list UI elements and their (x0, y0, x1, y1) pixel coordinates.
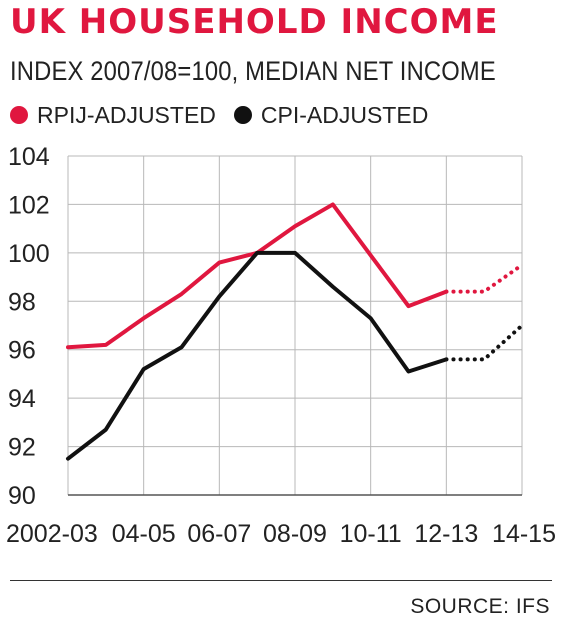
y-tick-label-98: 98 (8, 288, 36, 316)
y-tick-label-104: 104 (8, 143, 50, 171)
x-axis-labels: 2002-03 04-05 06-07 08-09 10-11 12-13 14-15 (6, 520, 556, 548)
line-chart: 90 92 94 96 98 100 102 104 2002-03 04-05 06-07 08-… (6, 143, 556, 548)
legend-label-cpi: CPI-ADJUSTED (260, 101, 429, 128)
series-projection-cpi (444, 323, 524, 362)
y-tick-label-92: 92 (8, 434, 36, 462)
x-tick-label-08-09: 08-09 (263, 520, 327, 548)
legend-item-rpij: RPIJ-ADJUSTED (10, 102, 216, 129)
y-tick-label-96: 96 (8, 337, 36, 365)
x-tick-label-12-13: 12-13 (414, 520, 478, 548)
footer-divider (10, 580, 552, 581)
x-tick-label-10-11: 10-11 (340, 520, 402, 548)
chart-subtitle: INDEX 2007/08=100, MEDIAN NET INCOME (10, 56, 496, 86)
x-tick-label-04-05: 04-05 (112, 520, 176, 548)
legend-label-rpij: RPIJ-ADJUSTED (37, 101, 216, 128)
series-line-rpij (66, 202, 449, 350)
chart-title: UK HOUSEHOLD INCOME (10, 2, 499, 42)
legend-swatch-rpij (10, 106, 28, 124)
x-tick-label-2002-03: 2002-03 (6, 520, 98, 548)
series-projection-rpij (444, 262, 524, 294)
x-tick-label-14-15: 14-15 (492, 520, 556, 548)
legend-item-cpi: CPI-ADJUSTED (233, 101, 429, 129)
y-tick-label-90: 90 (8, 482, 36, 510)
y-tick-label-100: 100 (8, 240, 50, 268)
y-axis-labels: 90 92 94 96 98 100 102 104 (8, 143, 50, 510)
x-tick-label-06-07: 06-07 (187, 520, 251, 548)
legend-swatch-cpi (233, 106, 252, 124)
y-tick-label-94: 94 (8, 385, 36, 413)
y-tick-label-102: 102 (8, 191, 50, 219)
legend: RPIJ-ADJUSTED CPI-ADJUSTED (10, 100, 446, 130)
source-note: SOURCE: IFS (410, 595, 550, 618)
series-lines (66, 202, 524, 461)
